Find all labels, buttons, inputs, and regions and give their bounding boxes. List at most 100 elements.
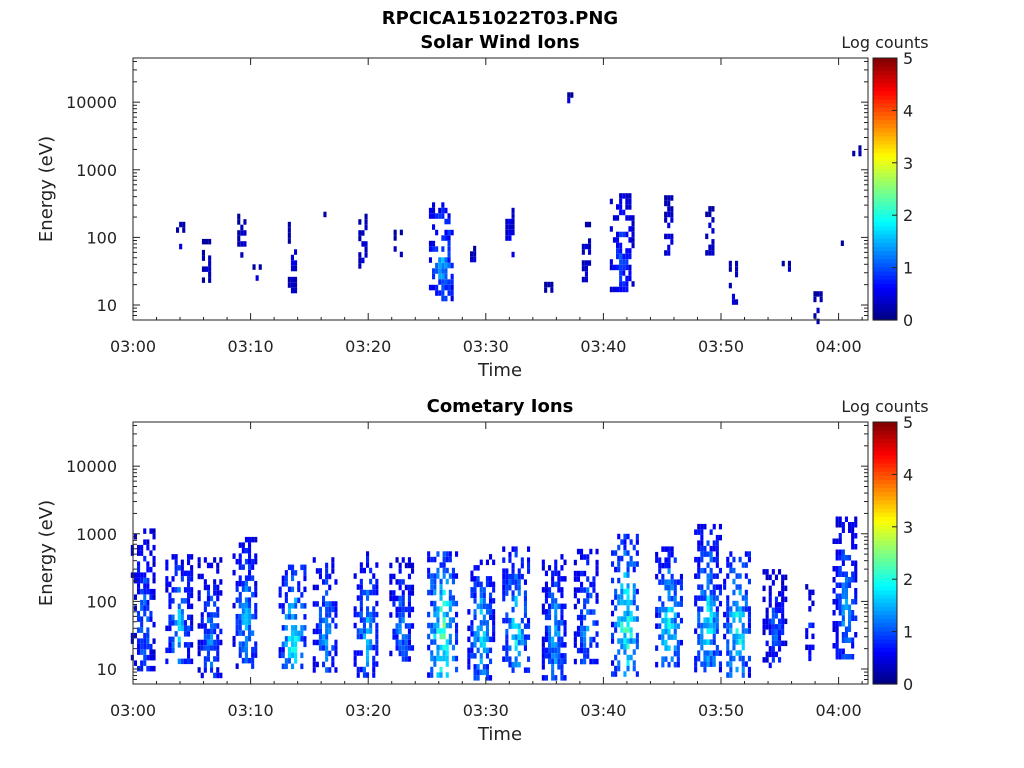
heatmap-cell (709, 545, 713, 552)
y-tick-label: 1000 (76, 525, 117, 544)
heatmap-cell (848, 610, 852, 616)
heatmap-cell (470, 647, 474, 654)
heatmap-cell (146, 643, 150, 650)
heatmap-cell (430, 655, 434, 662)
heatmap-cell (244, 586, 248, 592)
heatmap-cell (700, 661, 704, 667)
heatmap-cell (401, 606, 405, 613)
heatmap-cell (625, 259, 629, 265)
heatmap-cell (203, 623, 207, 629)
heatmap-cell (149, 665, 153, 672)
heatmap-cell (851, 571, 855, 577)
heatmap-cell (768, 591, 772, 597)
heatmap-cell (130, 638, 134, 644)
colorbar-segment (873, 643, 897, 648)
colorbar-segment (873, 610, 897, 615)
colorbar-tick-label: 4 (903, 101, 913, 120)
heatmap-cell (427, 611, 431, 618)
heatmap-cell (584, 271, 588, 277)
heatmap-cell (489, 614, 493, 621)
heatmap-cell (398, 601, 402, 607)
colorbar-segment (873, 70, 897, 75)
heatmap-cell (811, 600, 815, 607)
heatmap-cell (612, 264, 616, 271)
heatmap-cell (778, 602, 782, 608)
heatmap-cell (550, 287, 554, 293)
heatmap-cell (201, 249, 205, 256)
heatmap-cell (238, 619, 242, 625)
colorbar-segment (873, 307, 897, 313)
heatmap-cell (303, 614, 307, 620)
heatmap-cell (366, 556, 370, 563)
heatmap-cell (709, 578, 713, 585)
heatmap-cell (616, 286, 620, 293)
heatmap-cell (667, 584, 671, 591)
heatmap-cell (444, 218, 448, 225)
heatmap-cell (718, 650, 722, 656)
heatmap-cell (781, 580, 785, 586)
heatmap-cell (694, 661, 698, 667)
heatmap-cell (441, 279, 445, 285)
heatmap-cell (216, 595, 220, 602)
colorbar-segment (873, 557, 897, 562)
heatmap-cell (427, 567, 431, 574)
heatmap-cell (433, 639, 437, 645)
heatmap-cell (712, 523, 716, 530)
heatmap-cell (177, 642, 181, 648)
heatmap-cell (664, 617, 668, 624)
heatmap-cell (505, 579, 509, 585)
heatmap-cell (213, 628, 217, 635)
heatmap-cell (835, 582, 839, 588)
heatmap-cell (473, 576, 477, 582)
heatmap-cell (673, 628, 677, 635)
heatmap-cell (430, 578, 434, 585)
x-tick-label: 03:50 (698, 337, 744, 356)
heatmap-cell (165, 647, 169, 654)
heatmap-cell (835, 654, 839, 660)
heatmap-cell (854, 588, 858, 594)
heatmap-cell (517, 623, 521, 629)
heatmap-cell (174, 565, 178, 571)
heatmap-cell (248, 624, 252, 631)
heatmap-cell (838, 593, 842, 599)
heatmap-cell (328, 667, 332, 673)
heatmap-cell (407, 595, 411, 602)
y-tick-label: 10000 (66, 93, 117, 112)
heatmap-cell (706, 540, 710, 546)
colorbar-segment (873, 242, 897, 247)
heatmap-cell (232, 635, 236, 642)
heatmap-cell (726, 600, 730, 607)
heatmap-cell (438, 290, 442, 296)
heatmap-cell (455, 639, 459, 645)
heatmap-cell (248, 575, 252, 581)
heatmap-cell (614, 566, 618, 573)
heatmap-cell (291, 575, 295, 582)
heatmap-cell (174, 570, 178, 577)
heatmap-cell (476, 647, 480, 654)
heatmap-cell (670, 656, 674, 662)
colorbar-segment (873, 123, 897, 129)
heatmap-cell (854, 593, 858, 599)
colorbar-segment (873, 197, 897, 202)
heatmap-cell (190, 625, 194, 632)
heatmap-cell (404, 634, 408, 640)
heatmap-cell (476, 565, 480, 571)
heatmap-cell (470, 570, 474, 577)
heatmap-cell (206, 584, 210, 591)
x-tick-label: 03:00 (110, 337, 156, 356)
heatmap-cell (661, 546, 665, 552)
heatmap-cell (455, 573, 459, 579)
heatmap-cell (476, 581, 480, 588)
heatmap-cell (287, 221, 291, 228)
heatmap-cell (626, 616, 630, 622)
heatmap-cell (433, 584, 437, 590)
heatmap-cell (715, 611, 719, 618)
heatmap-cell (248, 569, 252, 576)
colorbar-segment (873, 561, 897, 566)
heatmap-cell (706, 655, 710, 662)
heatmap-cell (854, 516, 858, 522)
heatmap-cell (433, 600, 437, 607)
heatmap-cell (619, 248, 623, 254)
heatmap-cell (492, 631, 496, 637)
colorbar-segment (873, 98, 897, 104)
